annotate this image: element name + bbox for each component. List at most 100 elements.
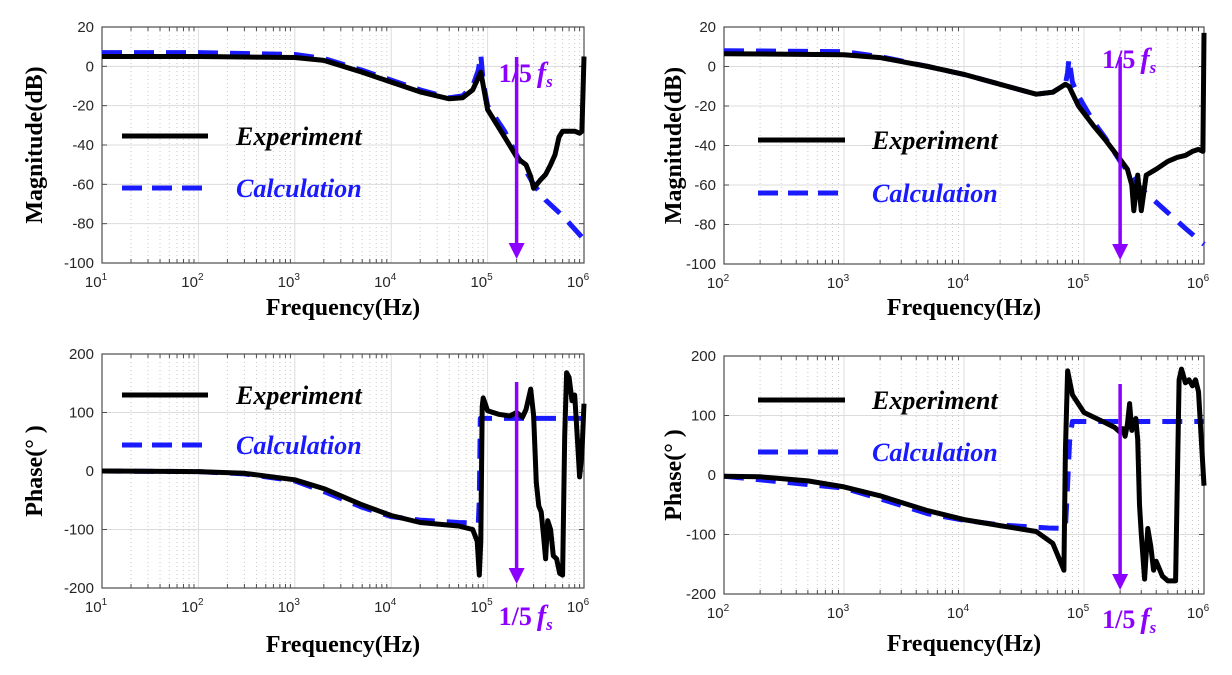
x-axis-label: Frequency(Hz): [887, 295, 1041, 321]
x-tick-label: 105: [1067, 273, 1090, 292]
fs-label-fraction: 1/5: [499, 602, 532, 631]
x-tick-exp: 3: [294, 597, 300, 608]
x-tick-label: 103: [827, 273, 850, 292]
series-line-experiment: [102, 54, 587, 191]
x-tick-base: 10: [1067, 275, 1084, 292]
x-tick-exp: 6: [584, 597, 590, 608]
x-tick-exp: 3: [844, 273, 850, 284]
x-tick-label: 104: [947, 273, 970, 292]
x-tick-base: 10: [707, 275, 724, 292]
legend-label-calculation: Calculation: [236, 174, 362, 203]
y-tick-label: -100: [64, 255, 94, 272]
x-tick-label: 106: [1187, 603, 1210, 622]
fs-arrow-head: [1112, 574, 1129, 590]
y-tick-label: -60: [72, 176, 94, 193]
x-tick-base: 10: [470, 274, 487, 291]
x-tick-base: 10: [947, 275, 964, 292]
y-tick-label: -60: [694, 177, 716, 194]
chart-mag-right: 102 103 104 105 106200-20-40-60-80-100Experi…: [661, 19, 1210, 321]
series-line-calculation: [724, 419, 1204, 531]
x-tick-label: 105: [470, 272, 493, 291]
y-tick-label: -40: [72, 137, 94, 154]
y-axis-label: Phase(° ): [22, 425, 48, 517]
x-tick-label: 105: [470, 597, 493, 616]
fs-label-sub: s: [545, 615, 553, 634]
x-tick-exp: 4: [964, 273, 970, 284]
fs-label-f: f: [1140, 44, 1152, 75]
y-tick-label: 200: [69, 346, 94, 363]
x-axis-label: Frequency(Hz): [266, 632, 420, 658]
legend: Experiment Calculation: [122, 381, 362, 460]
x-tick-exp: 4: [391, 597, 397, 608]
x-tick-label: 104: [374, 597, 397, 616]
fs-label-fraction: 1/5: [499, 59, 532, 88]
fs-label-fraction: 1/5: [1102, 605, 1135, 634]
x-tick-base: 10: [947, 605, 964, 622]
x-axis-label: Frequency(Hz): [887, 631, 1041, 657]
x-tick-base: 10: [278, 274, 295, 291]
fs-label: 1/5 fs: [1102, 604, 1157, 637]
x-tick-label: 105: [1067, 603, 1090, 622]
x-tick-exp: 6: [1204, 603, 1210, 614]
y-tick-label: 100: [69, 405, 94, 422]
y-tick-label: 20: [77, 19, 94, 36]
legend: Experiment Calculation: [758, 386, 998, 467]
legend-label-experiment: Experiment: [235, 381, 362, 410]
x-tick-exp: 5: [487, 272, 493, 283]
x-tick-base: 10: [85, 599, 102, 616]
legend-label-calculation: Calculation: [872, 179, 998, 208]
x-tick-base: 10: [827, 275, 844, 292]
fs-label-sub: s: [1149, 58, 1157, 77]
x-tick-base: 10: [567, 274, 584, 291]
x-tick-base: 10: [567, 599, 584, 616]
y-tick-label: 0: [86, 463, 94, 480]
axes-box: [101, 26, 585, 264]
x-tick-base: 10: [1067, 605, 1084, 622]
y-tick-label: -80: [694, 217, 716, 234]
x-tick-label: 104: [374, 272, 397, 291]
fs-label-f: f: [1140, 604, 1152, 635]
fs-label-fraction: 1/5: [1102, 45, 1135, 74]
legend-label-calculation: Calculation: [872, 438, 998, 467]
x-tick-exp: 4: [964, 603, 970, 614]
y-tick-label: 100: [691, 408, 716, 425]
y-tick-label: -20: [72, 98, 94, 115]
x-tick-exp: 2: [724, 603, 730, 614]
series-line-experiment: [724, 32, 1207, 214]
x-tick-base: 10: [374, 599, 391, 616]
x-tick-exp: 2: [198, 597, 204, 608]
fs-label-f: f: [537, 601, 549, 632]
x-tick-exp: 2: [724, 273, 730, 284]
x-tick-label: 106: [567, 597, 590, 616]
x-tick-base: 10: [1187, 275, 1204, 292]
y-tick-label: 200: [691, 348, 716, 365]
x-tick-base: 10: [181, 599, 198, 616]
x-tick-exp: 4: [391, 272, 397, 283]
x-tick-label: 101: [85, 272, 108, 291]
x-tick-exp: 6: [1204, 273, 1210, 284]
x-tick-exp: 3: [294, 272, 300, 283]
x-tick-label: 102: [707, 273, 730, 292]
fs-arrow-head: [508, 568, 525, 584]
y-tick-label: -100: [64, 522, 94, 539]
y-tick-label: -200: [686, 586, 716, 603]
x-tick-label: 103: [278, 597, 301, 616]
x-tick-label: 106: [1187, 273, 1210, 292]
y-tick-label: -100: [686, 256, 716, 273]
x-axis-label: Frequency(Hz): [266, 295, 420, 321]
y-axis-label: Phase(° ): [661, 429, 687, 521]
x-tick-base: 10: [278, 599, 295, 616]
fs-label: 1/5 fs: [499, 58, 554, 91]
legend: Experiment Calculation: [122, 122, 362, 203]
legend-label-experiment: Experiment: [871, 126, 998, 155]
chart-mag-left: 101 102 103 104 105 106200-20-40-60-80-100Exp…: [22, 19, 590, 321]
fs-arrow-head: [508, 243, 525, 259]
legend-label-experiment: Experiment: [235, 122, 362, 151]
legend-label-calculation: Calculation: [236, 431, 362, 460]
series-line-experiment: [102, 370, 587, 578]
x-tick-label: 102: [707, 603, 730, 622]
x-tick-exp: 5: [1084, 603, 1090, 614]
fs-label-sub: s: [1149, 618, 1157, 637]
x-tick-label: 102: [181, 272, 204, 291]
x-tick-exp: 5: [487, 597, 493, 608]
